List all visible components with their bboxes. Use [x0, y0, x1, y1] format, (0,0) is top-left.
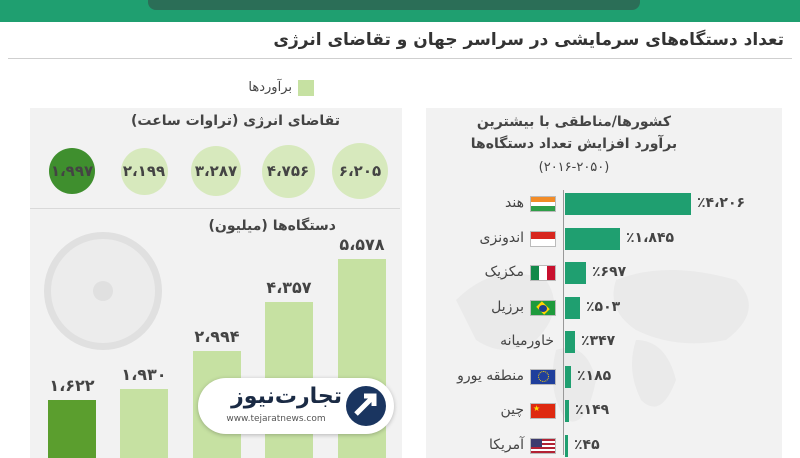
energy-bubble: ۱،۹۹۷	[49, 148, 95, 194]
country-value: ٪۱،۸۴۵	[626, 229, 675, 246]
energy-value: ۲،۱۹۹	[122, 162, 166, 180]
energy-title: تقاضای انرژی (تراوات ساعت)	[130, 113, 340, 129]
country-value: ٪۶۹۷	[592, 264, 627, 280]
device-value: ۱،۹۳۰	[121, 365, 167, 384]
country-bar	[565, 193, 691, 215]
country-value: ٪۳۴۷	[581, 333, 616, 349]
tejaratnews-logo: تجارت‌نیوز www.tejaratnews.com	[198, 378, 394, 434]
device-value: ۱،۶۲۲	[49, 376, 95, 395]
country-bar	[565, 262, 586, 284]
device-value: ۲،۹۹۴	[194, 327, 240, 346]
bar-axis	[563, 190, 564, 455]
mexico-flag-icon	[530, 265, 556, 281]
country-label: هند	[505, 195, 524, 211]
logo-url: www.tejaratnews.com	[226, 414, 326, 424]
indonesia-flag-icon	[530, 230, 556, 247]
country-value: ٪۱۸۵	[577, 367, 612, 384]
country-label: اندونزی	[479, 229, 524, 246]
usa-flag-icon	[530, 437, 556, 454]
page-subtitle: تعداد دستگاه‌های سرمایشی در سراسر جهان و…	[273, 30, 784, 50]
devices-title: دستگاه‌ها (میلیون)	[208, 218, 336, 234]
country-label: برزیل	[491, 298, 524, 315]
energy-value: ۳،۲۸۷	[194, 162, 238, 180]
logo-mark-icon	[346, 386, 386, 426]
country-label: چین	[500, 402, 524, 418]
energy-bubble: ۳،۲۸۷	[191, 146, 241, 196]
brazil-flag-icon	[530, 299, 556, 316]
legend-label: برآوردها	[248, 80, 292, 95]
header-rule	[8, 58, 792, 59]
logo-brand: تجارت‌نیوز	[231, 384, 342, 409]
energy-value: ۱،۹۹۷	[50, 162, 94, 180]
device-value: ۵،۵۷۸	[339, 235, 385, 254]
energy-bubble: ۶،۲۰۵	[332, 143, 388, 199]
countries-title-line2: برآورد افزایش تعداد دستگاه‌ها	[470, 136, 678, 152]
country-bar	[565, 331, 575, 353]
country-value: ٪۵۰۳	[586, 298, 621, 315]
energy-value: ۴،۷۵۶	[266, 162, 310, 180]
india-flag-icon	[530, 196, 556, 212]
country-value: ٪۱۴۹	[575, 402, 610, 418]
country-value: ٪۴،۲۰۶	[697, 195, 746, 211]
device-bar	[48, 400, 96, 458]
china-flag-icon: ★	[530, 403, 556, 419]
country-label: منطقه یورو	[457, 367, 524, 384]
country-bar	[565, 296, 580, 319]
fan-icon	[44, 232, 162, 350]
energy-value: ۶،۲۰۵	[338, 162, 382, 180]
country-bar	[565, 227, 620, 250]
country-bar	[565, 400, 569, 422]
title-strip	[148, 0, 640, 10]
countries-title-line1: کشورها/مناطقی با بیشترین	[476, 114, 672, 130]
countries-period: (۲۰۱۶-۲۰۵۰)	[538, 160, 610, 175]
energy-bubble: ۴،۷۵۶	[261, 144, 315, 198]
country-label: مکزیک	[484, 264, 524, 280]
country-bar	[565, 365, 571, 388]
device-value: ۴،۳۵۷	[266, 278, 312, 297]
country-bar	[565, 434, 568, 457]
energy-bubble: ۲،۱۹۹	[120, 147, 168, 195]
legend-swatch	[298, 80, 314, 96]
device-bar	[120, 389, 168, 458]
country-value: ٪۴۵	[574, 436, 600, 453]
eu-flag-icon	[530, 368, 556, 385]
top-banner	[0, 0, 800, 22]
country-label: خاورمیانه	[500, 333, 554, 349]
country-label: آمریکا	[488, 436, 524, 453]
section-divider	[30, 208, 400, 209]
